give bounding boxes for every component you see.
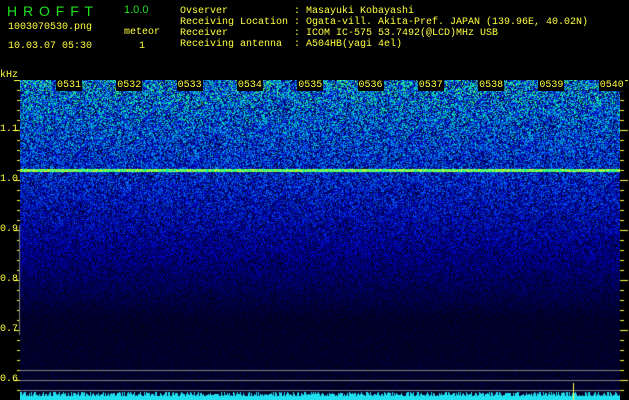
time-label: 0540	[598, 80, 625, 91]
info-value: : Masayuki Kobayashi	[294, 6, 415, 17]
time-label: 0539	[538, 80, 565, 91]
file-name: 1003070530.png	[8, 22, 93, 33]
info-label: Receiving Location	[180, 17, 289, 28]
info-label: Receiving antenna	[180, 39, 283, 50]
frequency-label: 0.6	[0, 374, 19, 385]
time-label: 0536	[357, 80, 384, 91]
app-version: 1.0.0	[124, 4, 149, 16]
location-value: Ogata-vill. Akita-Pref. JAPAN (139.96E, …	[306, 17, 589, 28]
time-label: 0532	[116, 80, 143, 91]
time-label: 0535	[297, 80, 324, 91]
frequency-label: 0.8	[0, 274, 19, 285]
axis-ticks	[0, 80, 629, 400]
file-datetime: 10.03.07 05:30	[8, 41, 93, 52]
receiver-value: ICOM IC-575 53.7492(@LCD)MHz USB	[306, 28, 499, 39]
info-value: : A504HB(yagi 4el)	[294, 39, 403, 50]
frequency-label: 0.9	[0, 224, 19, 235]
observer-value: Masayuki Kobayashi	[306, 6, 415, 17]
time-label: 0538	[478, 80, 505, 91]
frequency-label: 1.1	[0, 124, 19, 135]
time-label: 0531	[56, 80, 83, 91]
frequency-label: 1.0	[0, 174, 19, 185]
info-value: : ICOM IC-575 53.7492(@LCD)MHz USB	[294, 28, 499, 39]
time-label: 0537	[417, 80, 444, 91]
info-label: Receiver	[180, 28, 229, 39]
unit-label: kHz	[0, 70, 19, 81]
frequency-label: 0.7	[0, 324, 19, 335]
time-label: 0533	[176, 80, 203, 91]
antenna-value: A504HB(yagi 4el)	[306, 39, 403, 50]
info-label: Ovserver	[180, 6, 229, 17]
time-label: 0534	[236, 80, 263, 91]
info-value: : Ogata-vill. Akita-Pref. JAPAN (139.96E…	[294, 17, 589, 28]
app-title: H R O F F T	[7, 3, 94, 19]
meteor-label: meteor	[124, 27, 161, 38]
meteor-count: 1	[139, 41, 146, 52]
